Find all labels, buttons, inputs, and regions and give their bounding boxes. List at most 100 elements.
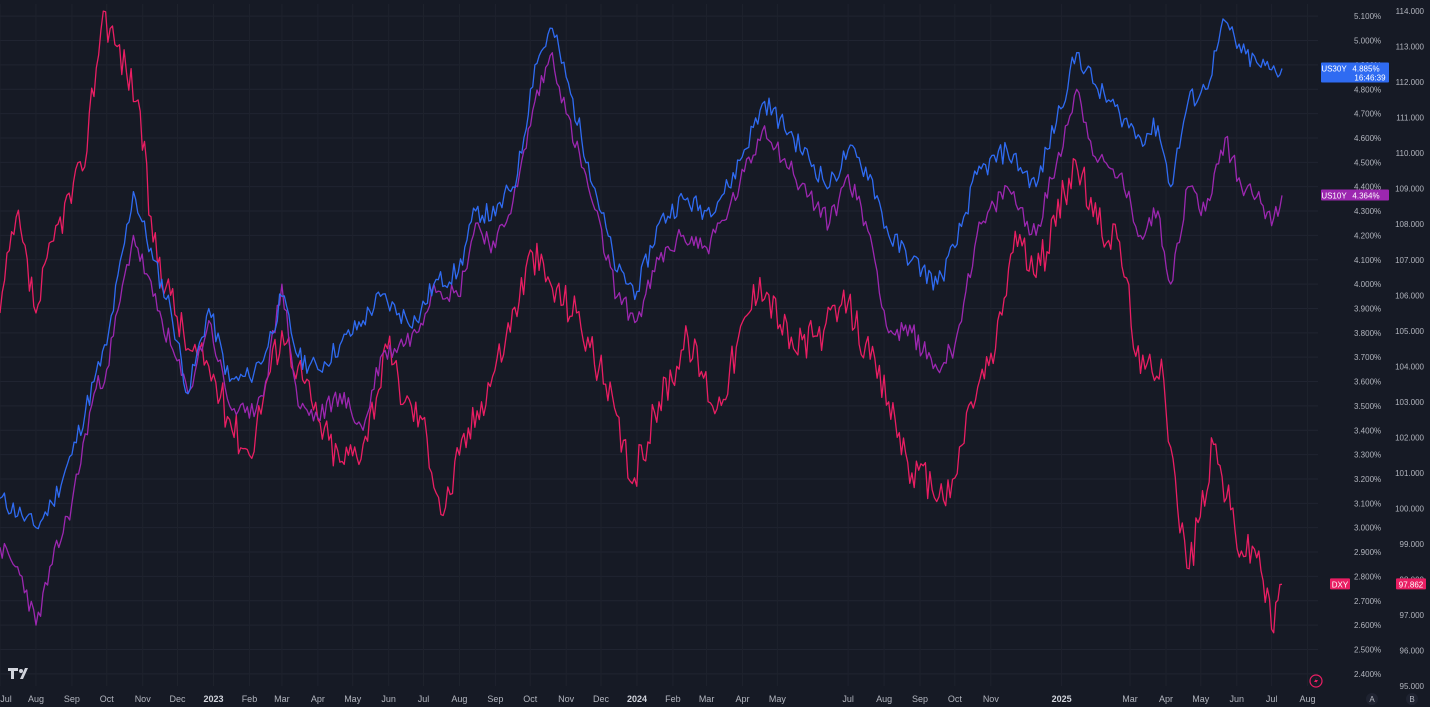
index-tick-label: 96.000 [1400, 646, 1425, 655]
yield-tick-label: 3.500% [1354, 402, 1381, 411]
grid [0, 4, 1318, 686]
yield-tick-label: 2.400% [1354, 670, 1381, 679]
yield-axis: 5.100%5.000%4.900%4.800%4.700%4.600%4.50… [1354, 12, 1381, 679]
index-tick-label: 95.000 [1400, 682, 1425, 691]
yield-tick-label: 2.900% [1354, 548, 1381, 557]
tradingview-logo[interactable] [8, 668, 28, 679]
index-tick-label: 101.000 [1395, 469, 1424, 478]
yield-tick-label: 3.900% [1354, 304, 1381, 313]
yield-tick-label: 4.800% [1354, 85, 1381, 94]
yield-tick-label: 4.000% [1354, 280, 1381, 289]
yield-tick-label: 4.700% [1354, 110, 1381, 119]
last-value-tag-us10y [1321, 189, 1389, 201]
yield-tick-label: 4.200% [1354, 231, 1381, 240]
x-tick-label: Dec [593, 694, 610, 704]
x-tick-label: Feb [242, 694, 258, 704]
x-tick-label: Oct [523, 694, 538, 704]
x-tick-label: Jun [381, 694, 396, 704]
index-tick-label: 112.000 [1396, 78, 1425, 87]
index-tick-label: 102.000 [1395, 433, 1424, 442]
index-tick-label: 110.000 [1396, 149, 1425, 158]
x-tick-label: Jul [842, 694, 854, 704]
index-tick-label: 106.000 [1395, 291, 1424, 300]
series-line-dxy[interactable] [0, 10, 1283, 634]
lightning-bolt-icon [1314, 677, 1318, 685]
yield-tick-label: 2.700% [1354, 597, 1381, 606]
x-tick-label: Mar [1122, 694, 1138, 704]
auto-scale-button[interactable] [1366, 693, 1378, 705]
scale-mode-buttons: A B [1366, 693, 1418, 705]
index-tick-label: 104.000 [1395, 362, 1424, 371]
auto-scale-label: A [1369, 695, 1375, 704]
index-tick-label: 109.000 [1395, 185, 1424, 194]
yield-tick-label: 4.600% [1354, 134, 1381, 143]
last-value-tags: US30Y 4.885%16:46:39 US10Y 4.364% DXY 97.862 [1321, 62, 1426, 590]
yield-tick-label: 3.600% [1354, 378, 1381, 387]
series-name-tag-dxy [1330, 578, 1350, 590]
x-tick-label: Sep [912, 694, 928, 704]
logo-dot-icon [19, 669, 23, 673]
x-tick-label: 2023 [203, 694, 223, 704]
index-tick-label: 105.000 [1395, 327, 1424, 336]
yield-tick-label: 4.400% [1354, 183, 1381, 192]
x-tick-label: May [769, 694, 787, 704]
yield-tick-label: 2.600% [1354, 621, 1381, 630]
x-tick-label: Nov [558, 694, 575, 704]
settings-scale-button[interactable] [1406, 693, 1418, 705]
x-tick-label: Jul [1266, 694, 1278, 704]
x-tick-label: Sep [487, 694, 503, 704]
index-tick-label: 108.000 [1395, 220, 1424, 229]
settings-scale-label: B [1409, 695, 1414, 704]
x-tick-label: Mar [274, 694, 290, 704]
yield-tick-label: 3.800% [1354, 329, 1381, 338]
index-tick-label: 113.000 [1396, 43, 1425, 52]
logo-stem-icon [11, 668, 14, 679]
yield-tick-label: 4.500% [1354, 158, 1381, 167]
series-line-us10y[interactable] [0, 52, 1283, 626]
x-tick-label: Nov [983, 694, 1000, 704]
yield-tick-label: 3.300% [1354, 451, 1381, 460]
index-tick-label: 111.000 [1396, 114, 1424, 123]
lightning-ring-icon [1309, 674, 1323, 688]
time-axis: Jul Aug Sep Oct Nov Dec 2023 Feb Mar Apr May Jun Jul… [0, 694, 1315, 704]
x-tick-label: Feb [665, 694, 681, 704]
yield-tick-label: 3.400% [1354, 426, 1381, 435]
series-layer [0, 10, 1283, 634]
x-tick-label: Dec [170, 694, 187, 704]
series-name-text: US30Y [1321, 65, 1347, 74]
yield-tick-label: 4.300% [1354, 207, 1381, 216]
yield-tick-label: 3.000% [1354, 524, 1381, 533]
x-tick-label: May [1192, 694, 1210, 704]
last-value-tag-us30y [1321, 62, 1389, 83]
x-tick-label: Aug [451, 694, 467, 704]
series-name-text: DXY [1332, 580, 1349, 589]
x-tick-label: May [344, 694, 362, 704]
lightning-icon[interactable] [1309, 674, 1323, 688]
x-tick-label: Aug [1300, 694, 1316, 704]
index-tick-label: 99.000 [1400, 540, 1425, 549]
yield-tick-label: 2.800% [1354, 572, 1381, 581]
series-name-text: US10Y [1321, 191, 1347, 200]
x-tick-label: Oct [948, 694, 963, 704]
last-value-text: 4.885% [1352, 65, 1379, 74]
x-tick-label: Apr [311, 694, 325, 704]
bar-countdown-text: 16:46:39 [1354, 74, 1386, 83]
last-value-text: 4.364% [1352, 191, 1379, 200]
index-tick-label: 107.000 [1395, 256, 1424, 265]
logo-v-icon [20, 668, 28, 679]
yield-tick-label: 3.200% [1354, 475, 1381, 484]
x-tick-label: Jul [0, 694, 12, 704]
series-line-us30y[interactable] [0, 18, 1283, 530]
x-tick-label: Sep [64, 694, 80, 704]
x-tick-label: Jul [418, 694, 430, 704]
yield-tick-label: 4.100% [1354, 256, 1381, 265]
index-tick-label: 103.000 [1395, 398, 1424, 407]
yield-tick-label: 3.100% [1354, 499, 1381, 508]
last-value-text: 97.862 [1399, 580, 1424, 589]
yield-tick-label: 5.000% [1354, 37, 1381, 46]
x-tick-label: 2024 [627, 694, 647, 704]
x-tick-label: Apr [736, 694, 750, 704]
x-tick-label: 2025 [1052, 694, 1072, 704]
